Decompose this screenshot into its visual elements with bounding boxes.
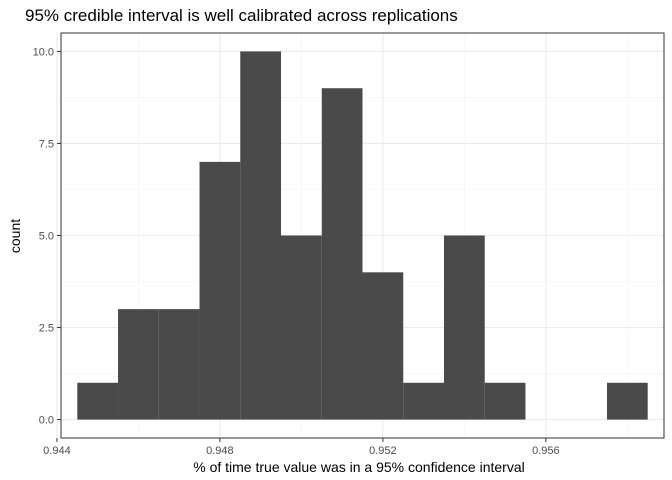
histogram-bars [77,51,648,420]
histogram-bar [484,382,526,420]
histogram-bar [158,309,200,420]
histogram-bar [321,88,363,420]
chart-title: 95% credible interval is well calibrated… [25,6,458,25]
x-tick-label: 0.944 [43,445,71,457]
histogram-bar [606,382,648,420]
histogram-bar [199,161,241,420]
x-tick-label: 0.956 [532,445,560,457]
x-tick-label: 0.952 [369,445,397,457]
x-tick-label: 0.948 [206,445,234,457]
y-tick-label: 7.5 [39,138,54,150]
histogram-bar [240,51,282,420]
histogram-bar [77,382,119,420]
x-axis-title: % of time true value was in a 95% confid… [193,459,525,475]
histogram-bar [118,309,159,420]
y-axis-ticks: 0.0 2.5 5.0 7.5 10.0 [33,46,61,427]
x-axis-ticks: 0.944 0.948 0.952 0.956 [43,438,560,457]
histogram-bar [362,272,404,420]
histogram-bar [403,382,444,420]
y-tick-label: 0.0 [39,415,54,427]
y-tick-label: 2.5 [39,323,54,335]
histogram-bar [443,235,485,420]
y-tick-label: 10.0 [33,46,54,58]
histogram-bar [281,235,322,420]
y-tick-label: 5.0 [39,231,54,243]
y-axis-title: count [7,219,23,253]
